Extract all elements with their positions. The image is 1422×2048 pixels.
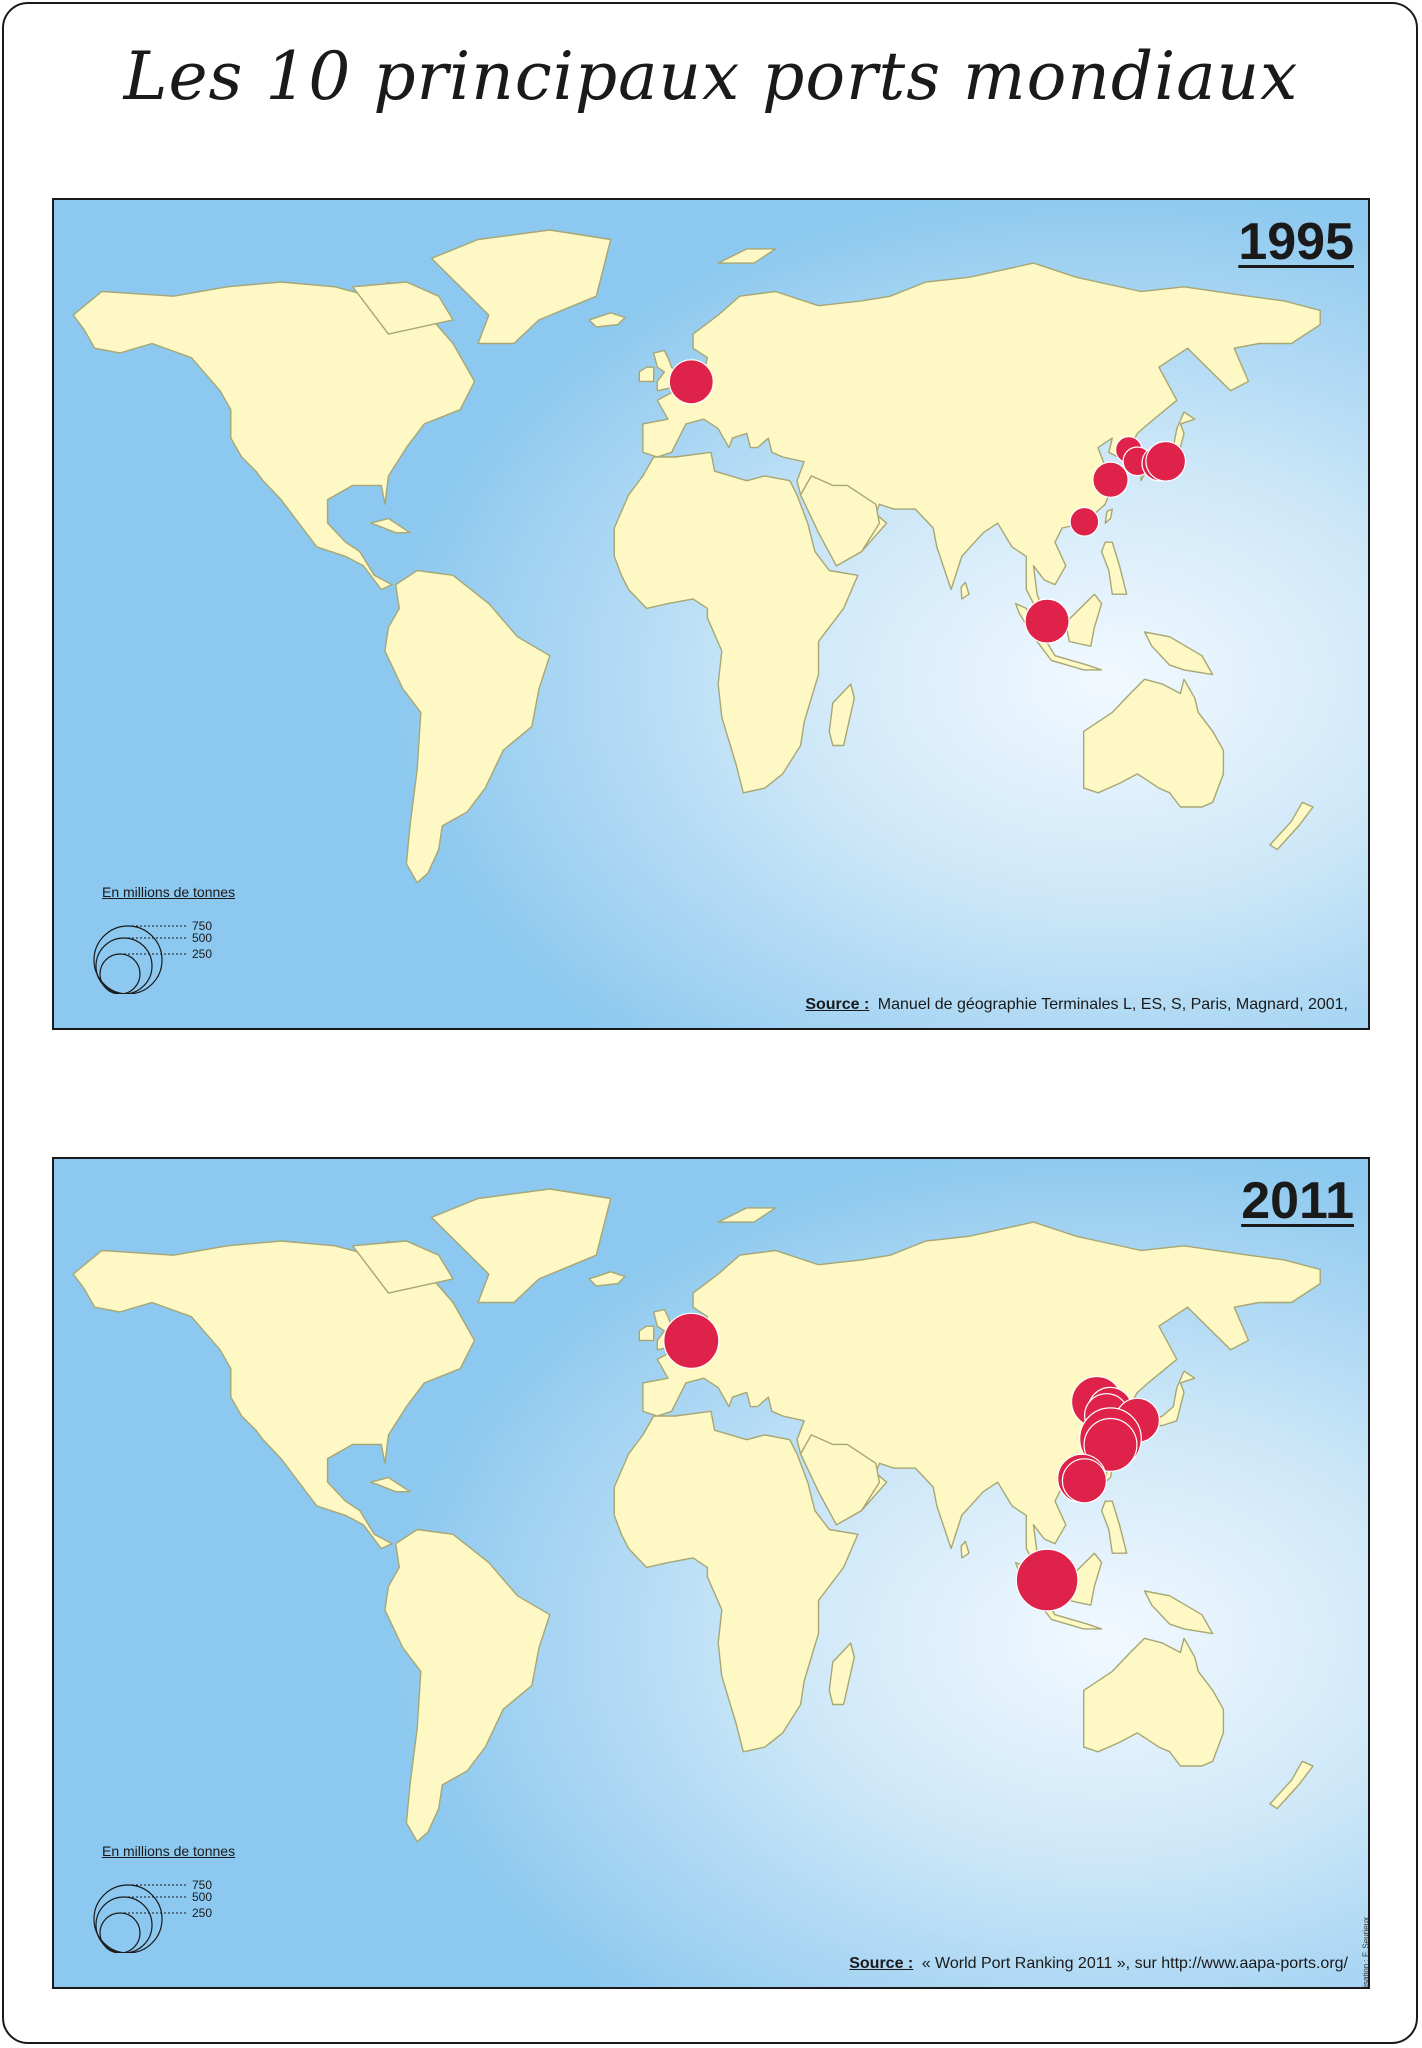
landmass-africa	[613, 451, 859, 794]
landmass-south-america	[384, 1528, 551, 1843]
source-label: Source :	[849, 1955, 914, 1972]
landmass-africa	[613, 1410, 859, 1753]
port-markers	[663, 1312, 1161, 1612]
legend-value-500: 500	[192, 1890, 213, 1904]
source-note: Source : Manuel de géographie Terminales…	[805, 996, 1348, 1014]
size-legend: En millions de tonnes 750 500 250	[88, 1843, 258, 1953]
legend-circle-250	[99, 953, 141, 994]
legend-value-250: 250	[192, 947, 213, 961]
landmass-madagascar	[828, 683, 855, 747]
landmass-iceland	[588, 312, 626, 328]
landmass-sri-lanka	[960, 1540, 970, 1559]
port-marker	[1015, 1548, 1079, 1612]
landmass-australia	[1082, 678, 1225, 808]
landmass-baffin	[352, 1240, 454, 1294]
port-marker	[1024, 598, 1070, 644]
map-credit: Réalisation : F. Seurieux	[1361, 1917, 1370, 1989]
source-text: Manuel de géographie Terminales L, ES, S…	[877, 996, 1348, 1013]
legend-value-750: 750	[192, 919, 213, 933]
landmass-greenland	[430, 229, 612, 345]
size-legend: En millions de tonnes 750 500 250	[88, 884, 258, 994]
landmass-greenland	[430, 1188, 612, 1304]
landmass-arabia-patch	[799, 1434, 881, 1526]
landmass-baffin	[352, 281, 454, 335]
landmass-philippines	[1100, 541, 1128, 595]
landmass-cuba	[369, 517, 411, 534]
legend-value-750: 750	[192, 1878, 213, 1892]
landmass-taiwan	[1104, 508, 1114, 524]
source-note: Source : « World Port Ranking 2011 », su…	[849, 1955, 1348, 1973]
continents	[72, 229, 1321, 884]
source-label: Source :	[805, 996, 870, 1013]
legend-value-500: 500	[192, 931, 213, 945]
map-year: 1995	[1238, 213, 1354, 271]
world-map-2011	[72, 1188, 1321, 1843]
landmass-iceland	[588, 1271, 626, 1287]
landmass-philippines	[1100, 1500, 1128, 1554]
landmass-ireland	[638, 366, 655, 383]
landmass-madagascar	[828, 1642, 855, 1706]
legend-circle-250	[99, 1912, 141, 1953]
port-markers	[668, 359, 1187, 644]
landmass-new-guinea	[1143, 1590, 1214, 1635]
landmass-borneo	[1065, 593, 1103, 647]
port-marker	[663, 1312, 720, 1369]
source-text: « World Port Ranking 2011 », sur http://…	[921, 1955, 1348, 1972]
landmass-australia	[1082, 1637, 1225, 1767]
port-marker	[1083, 1417, 1138, 1472]
legend-title: En millions de tonnes	[102, 1843, 236, 1859]
world-map-1995	[72, 229, 1321, 884]
port-marker	[668, 359, 714, 405]
map-year: 2011	[1241, 1172, 1354, 1230]
landmass-cuba	[369, 1476, 411, 1493]
landmass-new-guinea	[1143, 631, 1214, 676]
port-marker	[1092, 461, 1129, 498]
landmass-sri-lanka	[960, 581, 970, 600]
poster-title: Les 10 principaux ports mondiaux	[123, 38, 1299, 115]
map-panel-1995: 1995 En millions de tonnes 750 500 250 S…	[52, 198, 1370, 1030]
map-panel-2011: 2011 En millions de tonnes 750 500 250 S…	[52, 1157, 1370, 1989]
landmass-svalbard	[717, 248, 777, 264]
landmass-south-america	[384, 569, 551, 884]
legend-value-250: 250	[192, 1906, 213, 1920]
landmass-arabia-patch	[799, 475, 881, 567]
legend-title: En millions de tonnes	[102, 884, 236, 900]
landmass-ireland	[638, 1325, 655, 1342]
continents	[72, 1188, 1321, 1843]
landmass-new-zealand	[1269, 801, 1314, 851]
port-marker	[1145, 440, 1187, 482]
port-marker	[1069, 506, 1100, 537]
port-marker	[1061, 1458, 1108, 1504]
landmass-new-zealand	[1269, 1760, 1314, 1810]
legend-circles	[93, 1884, 188, 1953]
legend-circles	[93, 925, 188, 994]
landmass-svalbard	[717, 1207, 777, 1223]
